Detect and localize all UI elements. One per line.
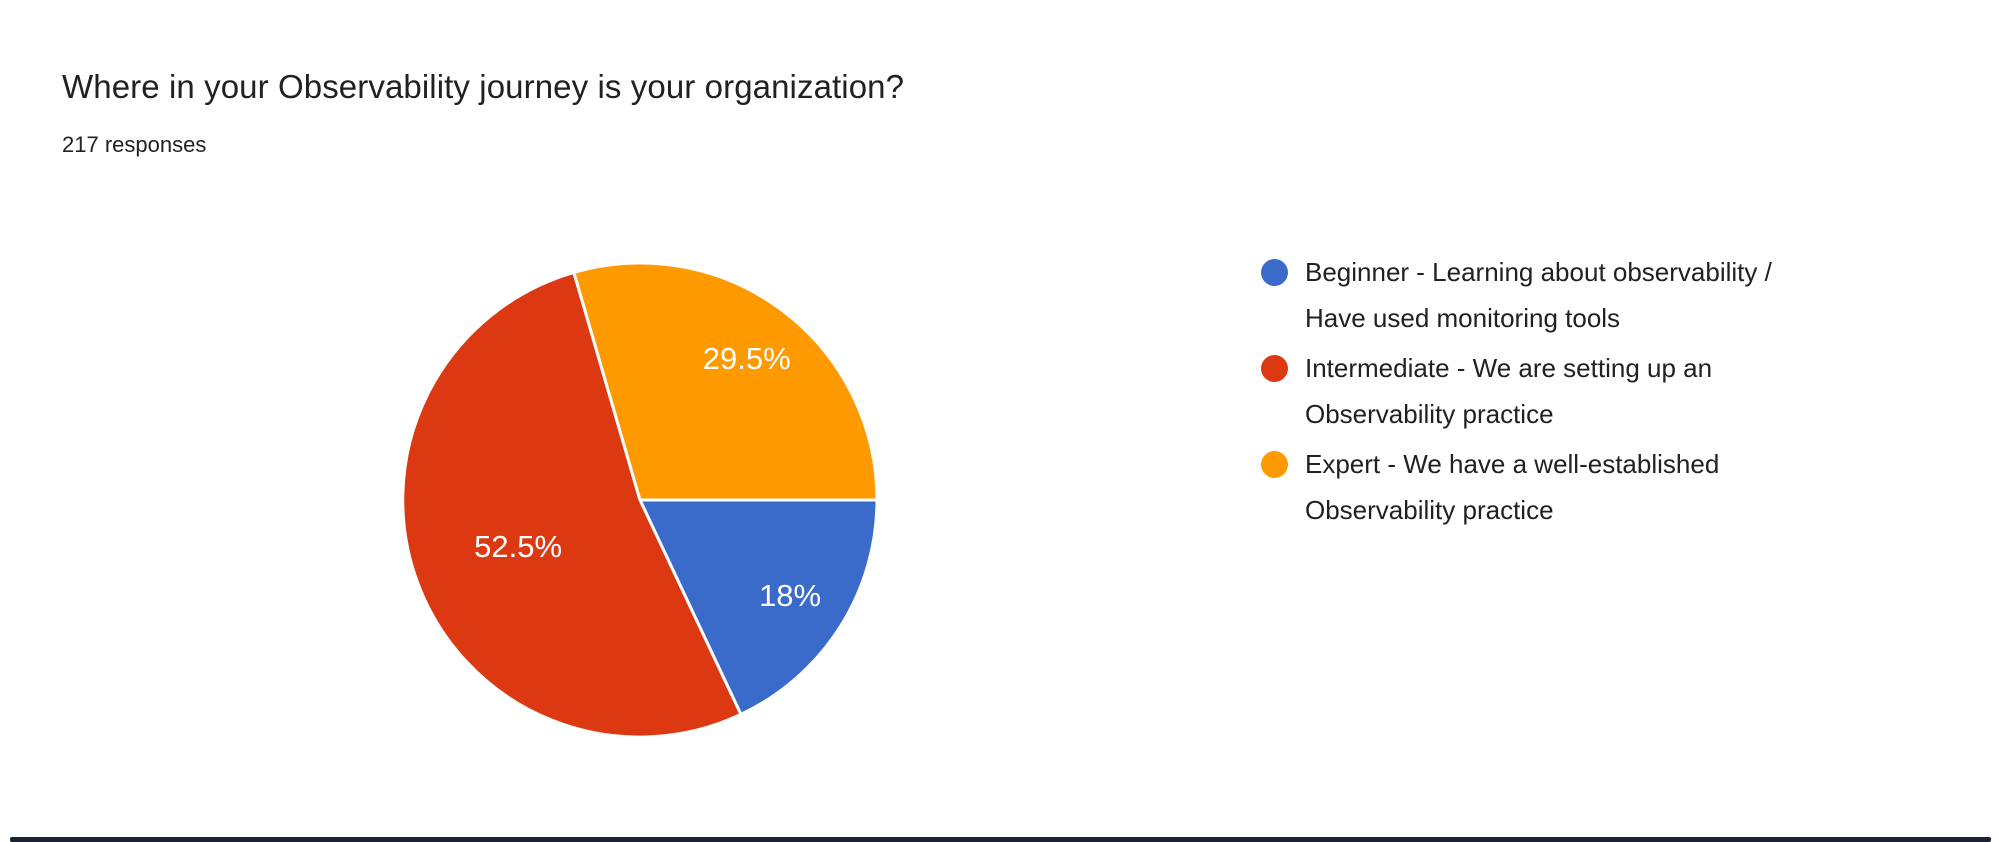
response-count: 217 responses [62,132,207,157]
pie-slice-2[interactable] [572,261,879,502]
legend-dot-intermediate-icon [1261,355,1288,382]
legend-item-intermediate: Intermediate - We are setting up an Obse… [1261,345,1805,437]
slice-label-1: 52.5% [474,529,562,564]
slice-label-0: 18% [759,578,821,613]
legend-item-expert: Expert - We have a well-established Obse… [1261,441,1805,533]
slice-label-2: 29.5% [703,341,791,376]
legend-label-intermediate: Intermediate - We are setting up an Obse… [1305,353,1713,429]
pie-chart: 18% 52.5% 29.5% [401,261,879,739]
legend-label-beginner: Beginner - Learning about observability … [1305,257,1772,333]
legend-label-expert: Expert - We have a well-established Obse… [1305,449,1720,525]
question-title: Where in your Observability journey is y… [62,68,905,105]
pie-slice-1[interactable] [401,270,743,739]
chart-legend: Beginner - Learning about observability … [1261,249,1805,533]
legend-dot-beginner-icon [1261,259,1288,286]
pie-slice-0[interactable] [638,498,879,716]
bottom-edge-bar [10,837,1991,842]
legend-dot-expert-icon [1261,451,1288,478]
legend-item-beginner: Beginner - Learning about observability … [1261,249,1805,341]
